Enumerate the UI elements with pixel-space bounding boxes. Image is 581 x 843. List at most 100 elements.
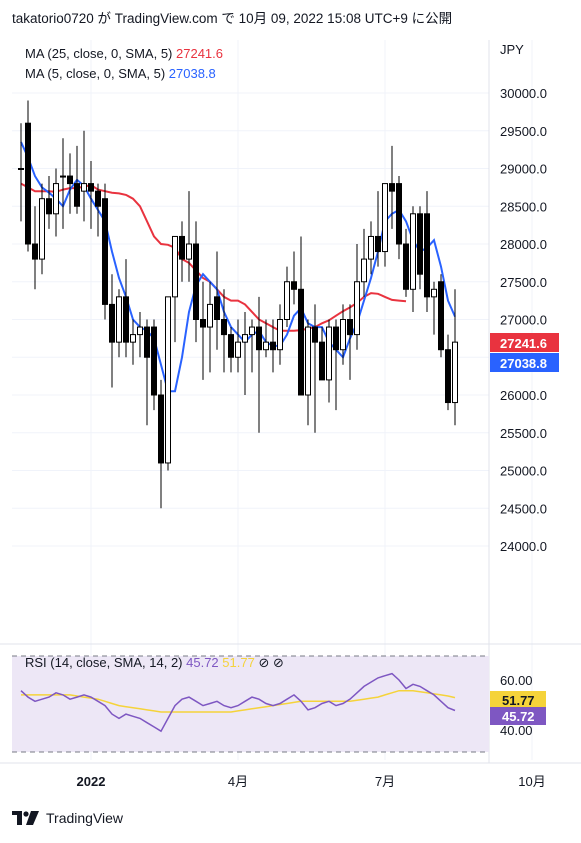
time-tick-label: 2022: [77, 774, 106, 789]
candle: [116, 289, 122, 358]
price-tick-label: 24000.0: [500, 539, 547, 554]
candle: [144, 319, 150, 426]
rsi-line: [20, 672, 456, 733]
candle-body-down: [417, 213, 423, 275]
candle-body-down: [221, 319, 227, 336]
candle: [445, 334, 451, 411]
candle: [158, 379, 164, 509]
ma-legend-label: MA (5, close, 0, SMA, 5): [25, 66, 169, 81]
candle: [263, 319, 269, 358]
candle-body-down: [74, 183, 80, 207]
candle: [396, 176, 402, 260]
rsi-label-text: 51.77: [502, 693, 535, 708]
candle-body-down: [228, 334, 234, 358]
candle: [81, 130, 87, 222]
candle-body-down: [403, 243, 409, 290]
candle: [32, 206, 38, 290]
candle: [179, 221, 185, 282]
price-label-box: [490, 353, 559, 372]
candle-body-down: [438, 281, 444, 351]
candle-body-down: [151, 326, 157, 396]
candle: [172, 235, 178, 343]
candle-body-up: [18, 168, 24, 170]
ma-legend-value: 27038.8: [169, 66, 216, 81]
price-grid: [12, 40, 533, 760]
rsi-band: [12, 656, 489, 752]
candle-body-up: [305, 326, 311, 396]
price-tick-label: 25500.0: [500, 426, 547, 441]
candle-body-up: [235, 341, 241, 358]
candle-body-down: [200, 319, 206, 328]
candle-body-down: [396, 183, 402, 245]
candle-body-up: [277, 319, 283, 351]
candle-body-down: [158, 394, 164, 464]
price-tick-label: 29500.0: [500, 124, 547, 139]
candle: [438, 274, 444, 358]
candle-body-up: [165, 296, 171, 464]
candle: [354, 244, 360, 350]
price-tick-label: 30000.0: [500, 86, 547, 101]
time-tick-label: 10月: [518, 774, 545, 789]
candle-body-up: [53, 183, 59, 215]
price-tick-label: 28500.0: [500, 199, 547, 214]
rsi-tick-label: 60.00: [500, 673, 533, 688]
candle: [277, 304, 283, 365]
candle-body-down: [123, 296, 129, 343]
candle: [165, 296, 171, 471]
candle-body-down: [193, 243, 199, 320]
ma-legend-label: MA (25, close, 0, SMA, 5): [25, 46, 176, 61]
candle-body-down: [347, 319, 353, 336]
candle-body-up: [116, 296, 122, 343]
candle-body-up: [263, 341, 269, 351]
candle-body-up: [431, 288, 437, 298]
legend-group: MA (25, close, 0, SMA, 5) 27241.6 MA (5, …: [25, 46, 284, 670]
candle: [452, 289, 458, 426]
price-label-text: 27038.8: [500, 356, 547, 371]
candle-body-up: [249, 326, 255, 336]
candle-body-down: [46, 198, 52, 215]
candle-body-up: [39, 198, 45, 260]
candle: [151, 319, 157, 411]
candle: [312, 304, 318, 433]
candle-body-down: [102, 198, 108, 305]
candle: [256, 296, 262, 433]
currency-label: JPY: [500, 42, 524, 57]
candle: [25, 100, 31, 252]
price-tick-label: 29000.0: [500, 162, 547, 177]
candle: [368, 221, 374, 275]
time-tick-label: 7月: [375, 774, 395, 789]
rsi-label-text: 45.72: [502, 709, 535, 724]
price-tick-label: 27500.0: [500, 275, 547, 290]
candle: [340, 304, 346, 365]
candle: [39, 183, 45, 275]
candle-body-down: [109, 303, 115, 343]
price-tick-label: 28000.0: [500, 237, 547, 252]
candle: [130, 319, 136, 365]
candle-body-up: [382, 183, 388, 253]
candle: [410, 206, 416, 312]
candle: [333, 319, 339, 411]
candle-body-up: [368, 235, 374, 260]
candle-body-down: [25, 122, 31, 245]
candle-body-up: [130, 334, 136, 343]
candle-body-down: [445, 349, 451, 404]
candle-body-up: [284, 281, 290, 320]
publication-header: takatorio0720 が TradingView.com で 10月 09…: [0, 0, 581, 40]
candle-body-down: [270, 341, 276, 351]
candle: [417, 206, 423, 290]
candle: [375, 191, 381, 267]
candle-body-down: [333, 326, 339, 351]
candle-body-up: [410, 213, 416, 290]
candle-body-down: [95, 190, 101, 207]
rsi-ma-legend-value: 51.77: [222, 655, 258, 670]
footer-brand[interactable]: TradingView: [12, 810, 123, 826]
candle: [235, 319, 241, 373]
candle-body-down: [298, 288, 304, 396]
candle-body-down: [319, 341, 325, 381]
price-tick-label: 25000.0: [500, 464, 547, 479]
candle: [60, 138, 66, 229]
candle: [95, 183, 101, 237]
tradingview-logo-icon: [12, 811, 39, 825]
candle: [347, 304, 353, 380]
